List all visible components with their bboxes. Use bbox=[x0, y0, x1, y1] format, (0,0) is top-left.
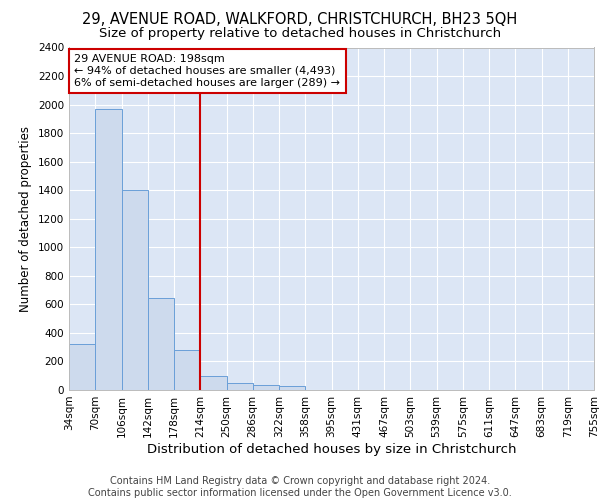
Bar bbox=[279, 386, 305, 390]
Y-axis label: Number of detached properties: Number of detached properties bbox=[19, 126, 32, 312]
Bar bbox=[95, 109, 121, 390]
Text: Size of property relative to detached houses in Christchurch: Size of property relative to detached ho… bbox=[99, 28, 501, 40]
Bar bbox=[174, 350, 200, 390]
Bar bbox=[69, 344, 95, 390]
Text: 29 AVENUE ROAD: 198sqm
← 94% of detached houses are smaller (4,493)
6% of semi-d: 29 AVENUE ROAD: 198sqm ← 94% of detached… bbox=[74, 54, 340, 88]
Text: 29, AVENUE ROAD, WALKFORD, CHRISTCHURCH, BH23 5QH: 29, AVENUE ROAD, WALKFORD, CHRISTCHURCH,… bbox=[82, 12, 518, 28]
Text: Contains HM Land Registry data © Crown copyright and database right 2024.
Contai: Contains HM Land Registry data © Crown c… bbox=[88, 476, 512, 498]
Bar bbox=[121, 190, 148, 390]
Bar bbox=[227, 383, 253, 390]
Bar bbox=[148, 298, 174, 390]
X-axis label: Distribution of detached houses by size in Christchurch: Distribution of detached houses by size … bbox=[147, 442, 516, 456]
Bar bbox=[200, 376, 227, 390]
Bar bbox=[253, 385, 279, 390]
